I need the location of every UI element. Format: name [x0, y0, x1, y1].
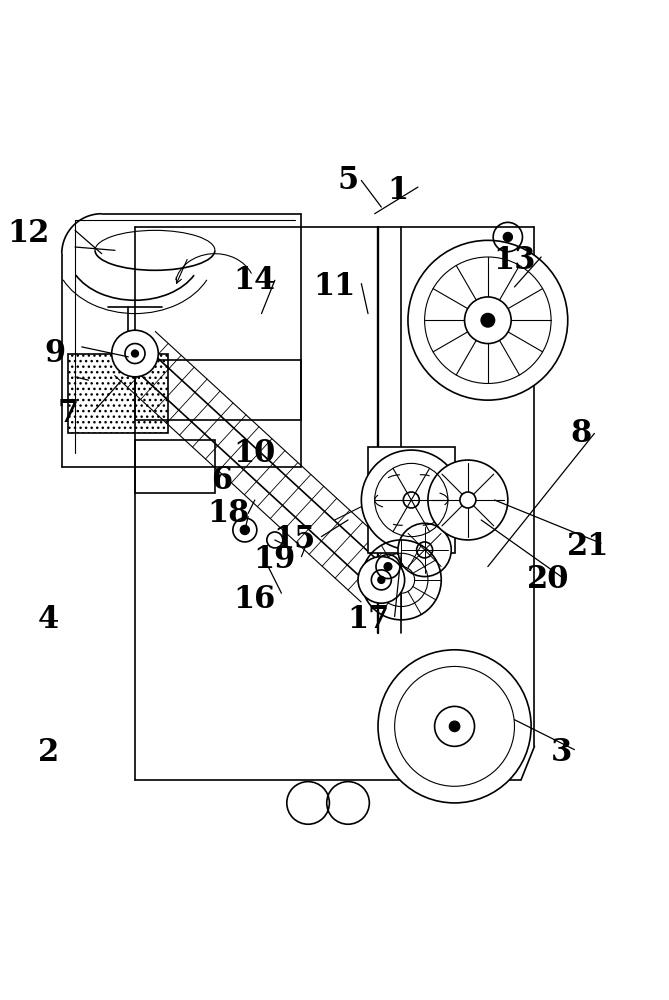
Circle shape [132, 350, 138, 357]
Circle shape [358, 557, 405, 603]
Text: 15: 15 [274, 524, 316, 555]
Text: 21: 21 [567, 531, 609, 562]
Circle shape [460, 492, 476, 508]
Text: 20: 20 [527, 564, 569, 595]
Circle shape [398, 523, 451, 577]
Text: 6: 6 [211, 465, 232, 496]
Circle shape [112, 330, 159, 377]
Text: 17: 17 [347, 604, 389, 635]
Circle shape [503, 232, 512, 242]
Text: 9: 9 [45, 338, 66, 369]
Text: 14: 14 [233, 265, 276, 296]
Circle shape [240, 525, 250, 535]
Text: 7: 7 [58, 398, 79, 429]
Text: 16: 16 [233, 584, 276, 615]
Text: 12: 12 [7, 218, 50, 249]
Circle shape [481, 314, 494, 327]
Bar [368, 447, 454, 553]
Text: 4: 4 [38, 604, 59, 635]
Text: 10: 10 [233, 438, 276, 469]
Text: 18: 18 [207, 498, 250, 529]
Circle shape [378, 577, 385, 583]
Circle shape [384, 563, 392, 571]
Circle shape [450, 721, 460, 732]
Text: 3: 3 [551, 737, 572, 768]
Circle shape [428, 460, 508, 540]
Text: 13: 13 [493, 245, 536, 276]
Bar [68, 354, 169, 433]
Circle shape [408, 240, 568, 400]
Bar [135, 440, 215, 493]
Text: 1: 1 [387, 175, 409, 206]
Bar [135, 360, 302, 420]
Text: 2: 2 [38, 737, 59, 768]
Text: 8: 8 [571, 418, 591, 449]
Text: 19: 19 [254, 544, 296, 575]
Circle shape [361, 450, 461, 550]
Text: 5: 5 [337, 165, 359, 196]
Circle shape [464, 297, 511, 344]
Circle shape [378, 650, 531, 803]
Text: 11: 11 [314, 271, 356, 302]
